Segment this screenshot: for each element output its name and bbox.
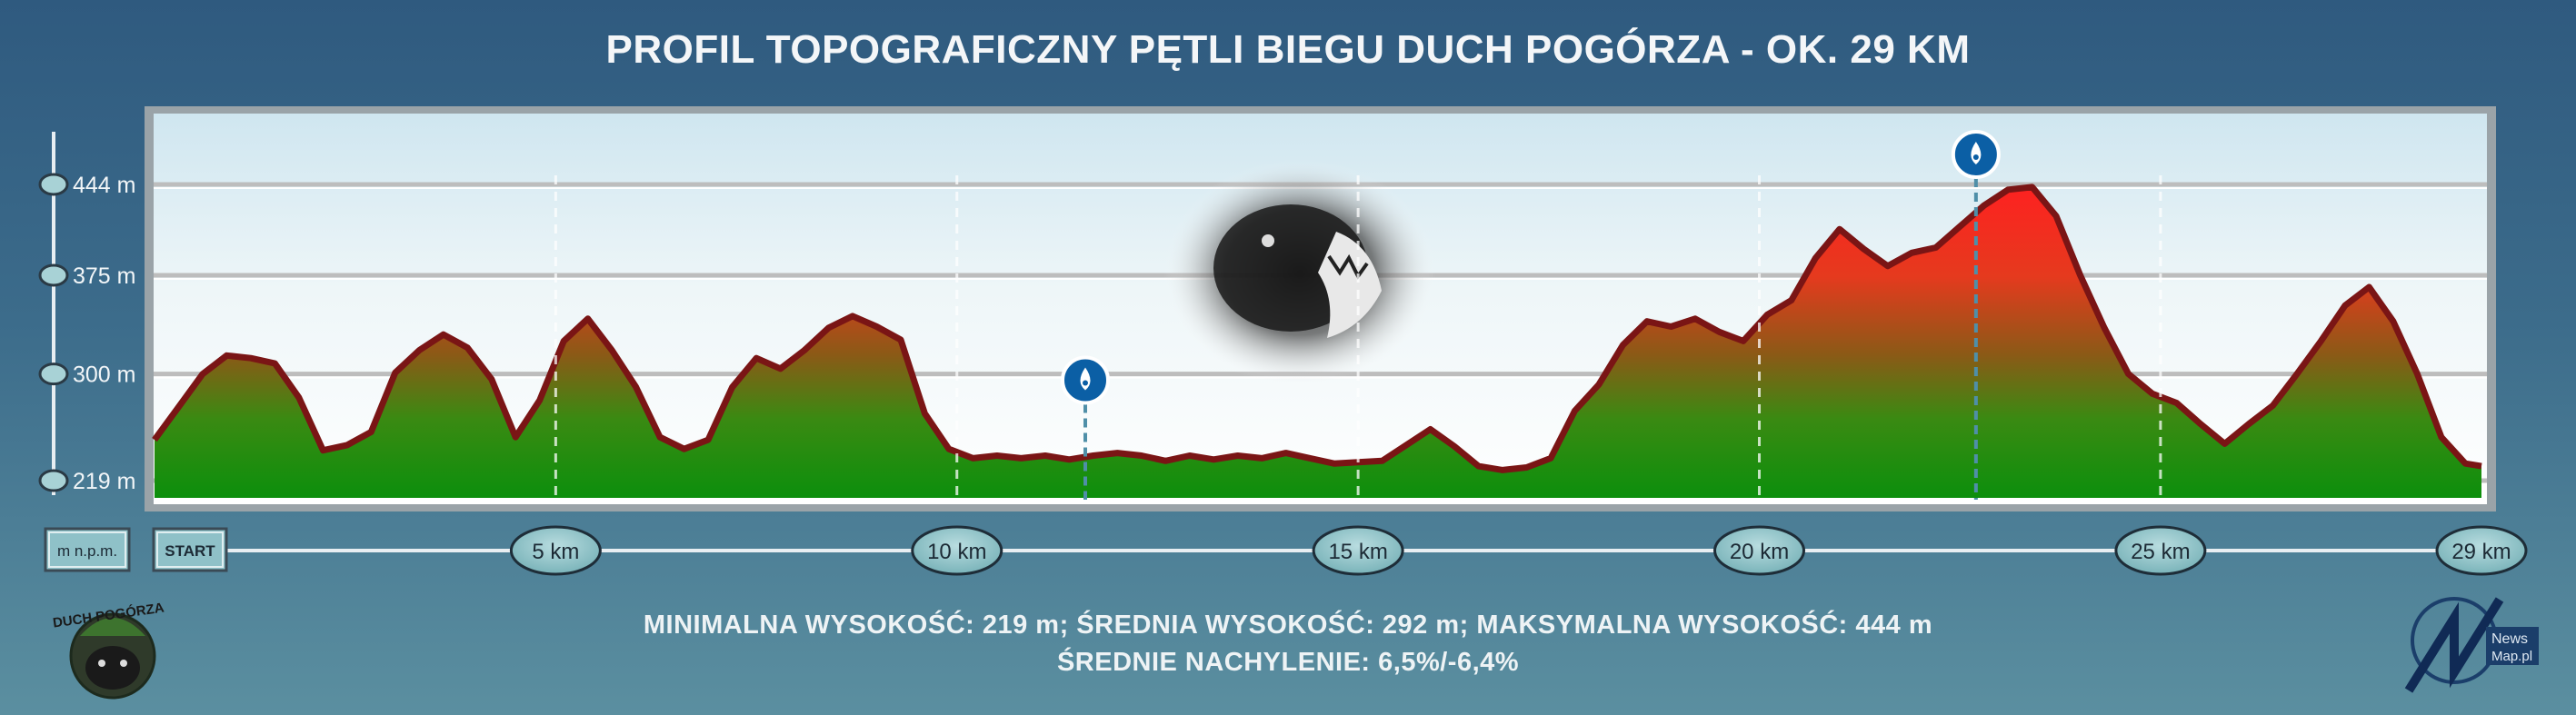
water-drop-dot (1972, 154, 1979, 160)
newsmap-logo: News Map.pl (2404, 597, 2539, 693)
y-tick-marker (38, 263, 69, 287)
x-tick-badge (2435, 525, 2528, 576)
y-tick-label: 375 m (73, 263, 135, 289)
y-tick-marker (38, 362, 69, 386)
x-tick-label: 20 km (1730, 540, 1789, 564)
stats-elevation: MINIMALNA WYSOKOŚĆ: 219 m; ŚREDNIA WYSOK… (643, 611, 1933, 640)
water-drop-dot (1083, 380, 1088, 386)
x-tick-label: 25 km (2131, 540, 2190, 564)
unit-box-label: m n.p.m. (57, 542, 117, 560)
x-tick-badge (2114, 525, 2207, 576)
stats-gradient: ŚREDNIE NACHYLENIE: 6,5%/-6,4% (1056, 648, 1520, 677)
bear-head-icon (1163, 159, 1436, 386)
y-tick-label: 300 m (73, 362, 135, 388)
x-tick-badge (911, 525, 1003, 576)
km-markers (554, 174, 2162, 500)
x-tick-badge (1713, 525, 1806, 576)
chart-title: PROFIL TOPOGRAFICZNY PĘTLI BIEGU DUCH PO… (605, 27, 1971, 72)
x-tick-badge (509, 525, 602, 576)
y-ticks: 219 m 300 m 375 m 444 m (38, 173, 135, 494)
x-tick-badge (1312, 525, 1404, 576)
start-label: START (165, 542, 215, 560)
y-tick-marker (38, 173, 69, 196)
start-box: START (152, 527, 228, 572)
elevation-area (155, 186, 2481, 498)
logo-right-line1: News (2491, 631, 2528, 647)
elevation-line (152, 184, 2482, 473)
water-drop-glyph (1971, 142, 1982, 164)
logo-right-line2: Map.pl (2491, 649, 2532, 664)
x-tick-label: 29 km (2451, 540, 2511, 564)
water-drop-glyph (1080, 367, 1091, 391)
x-tick-label: 10 km (927, 540, 986, 564)
water-markers (1061, 130, 2001, 500)
unit-box: m n.p.m. (44, 527, 131, 572)
y-tick-marker (38, 469, 69, 492)
y-tick-label: 444 m (73, 173, 135, 198)
x-tick-label: 5 km (532, 540, 579, 564)
x-tick-label: 15 km (1328, 540, 1387, 564)
x-ticks: 5 km 10 km 15 km 20 km 25 km 29 km (509, 525, 2528, 576)
y-tick-label: 219 m (73, 469, 135, 494)
